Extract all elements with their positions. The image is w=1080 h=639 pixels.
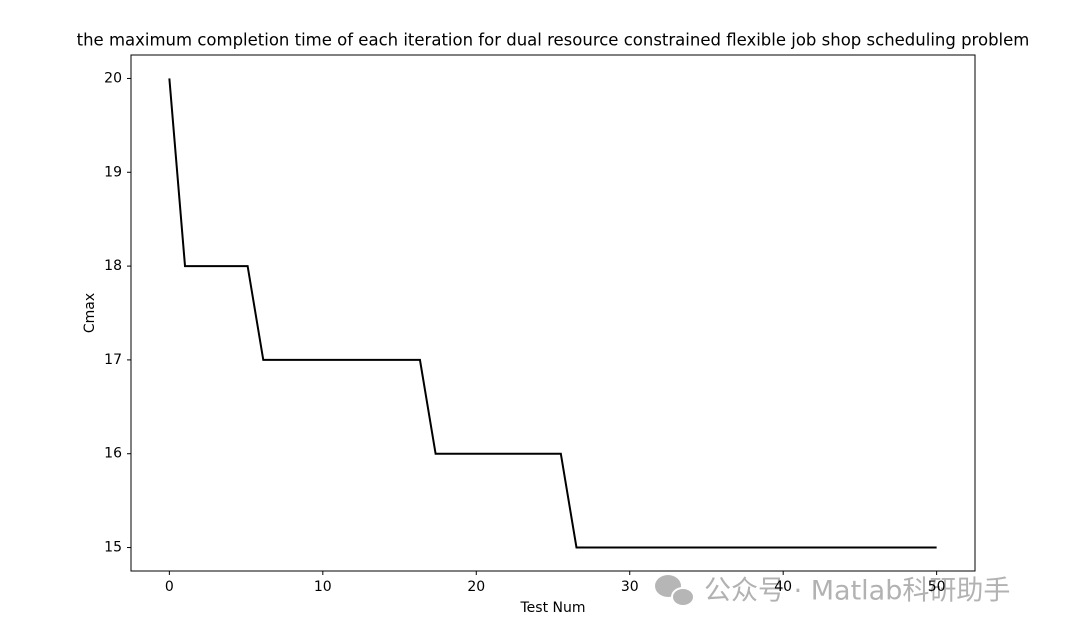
y-axis-label: Cmax (82, 293, 98, 333)
watermark-icon (655, 575, 695, 607)
line-series (168, 78, 937, 549)
y-tick-label: 15 (104, 540, 122, 556)
chart-title: the maximum completion time of each iter… (77, 31, 1030, 50)
x-tick-label: 0 (165, 579, 174, 595)
y-tick-label: 16 (104, 446, 122, 462)
axes-frame (130, 54, 976, 572)
y-tick-label: 20 (104, 70, 122, 86)
x-tick-label: 10 (314, 579, 332, 595)
x-tick-label: 20 (467, 579, 485, 595)
x-axis-label: Test Num (519, 600, 585, 616)
x-tick-label: 40 (774, 579, 792, 595)
x-tick-label: 30 (621, 579, 639, 595)
y-tick-label: 17 (104, 352, 122, 368)
y-tick-label: 19 (104, 164, 122, 180)
x-tick-label: 50 (928, 579, 946, 595)
watermark: 公众号 · Matlab科研助手 (704, 576, 1010, 607)
y-tick-label: 18 (104, 258, 122, 274)
